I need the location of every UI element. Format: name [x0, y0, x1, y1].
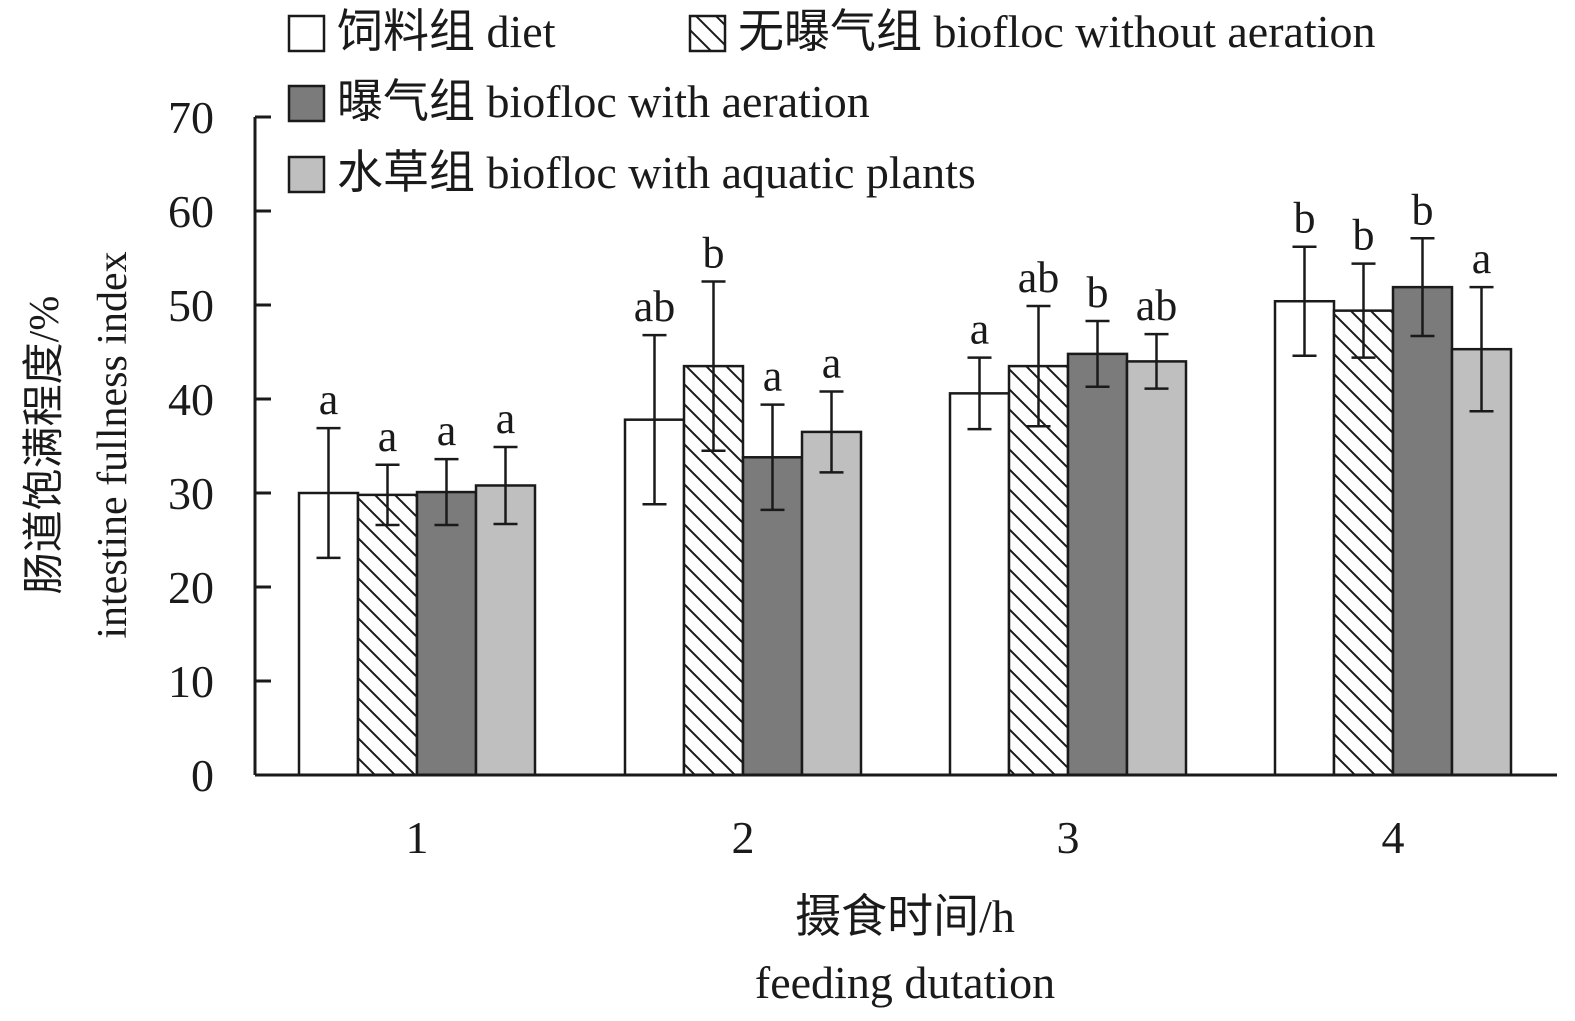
legend-item: 饲料组 diet	[287, 6, 556, 57]
error-bar	[760, 403, 785, 512]
bar-hatched-4	[1332, 309, 1395, 777]
y-tick-label: 10	[168, 656, 214, 707]
error-bar	[1410, 237, 1435, 338]
error-bar	[967, 356, 992, 431]
y-tick-label: 0	[191, 750, 214, 801]
bar-dark-4	[1391, 285, 1454, 777]
bar-hatched-1	[356, 493, 419, 777]
error-bar	[819, 390, 844, 474]
y-axis-label-en: intestine fullness index	[90, 251, 136, 638]
x-tick-label: 1	[406, 812, 429, 863]
legend: 饲料组 diet 无曝气组 biofloc without aeration 曝气组…	[287, 6, 1376, 198]
legend-swatch	[287, 14, 326, 53]
error-bar	[1469, 285, 1494, 413]
error-bar	[1085, 319, 1110, 389]
significance-label: ab	[1136, 281, 1178, 330]
legend-item: 无曝气组 biofloc without aeration	[688, 6, 1376, 57]
y-tick-label: 30	[168, 468, 214, 519]
bar-dark-1	[415, 490, 478, 777]
bar-white-4	[1273, 299, 1336, 777]
significance-label: a	[378, 412, 398, 461]
significance-label: a	[970, 305, 990, 354]
significance-label: a	[319, 375, 339, 424]
bar-light-2	[800, 430, 863, 777]
y-tick-label: 20	[168, 562, 214, 613]
x-tick-label: 4	[1382, 812, 1405, 863]
error-bar	[316, 426, 341, 560]
significance-label: b	[1353, 211, 1375, 260]
error-bar	[1026, 304, 1051, 428]
significance-label: a	[437, 406, 457, 455]
legend-swatch	[287, 155, 326, 194]
error-bar	[1351, 262, 1376, 359]
y-tick-label: 40	[168, 374, 214, 425]
error-bar	[493, 445, 518, 526]
y-axis-label-cn: 肠道饱满程度/%	[22, 296, 68, 595]
significance-label: ab	[1018, 253, 1060, 302]
significance-label: ab	[634, 282, 676, 331]
legend-label: 曝气组 biofloc with aeration	[337, 76, 870, 127]
significance-label: a	[822, 338, 842, 387]
x-axis-label-cn: 摄食时间/h	[795, 891, 1015, 942]
error-bar	[1144, 332, 1169, 390]
significance-label: a	[1472, 234, 1492, 283]
bar-white-3	[948, 392, 1011, 777]
significance-label: a	[763, 352, 783, 401]
x-tick-label: 3	[1057, 812, 1080, 863]
legend-label: 饲料组 diet	[337, 6, 556, 57]
significance-label: b	[1412, 185, 1434, 234]
legend-swatch	[688, 14, 727, 53]
y-axis-title: 肠道饱满程度/% intestine fullness index	[22, 251, 136, 638]
error-bar	[1292, 245, 1317, 358]
significance-label: a	[496, 394, 516, 443]
error-bar	[434, 457, 459, 527]
x-tick-label: 2	[732, 812, 755, 863]
error-bar	[642, 333, 667, 506]
error-bar	[375, 463, 400, 527]
legend-item: 曝气组 biofloc with aeration	[287, 76, 870, 127]
bar-light-4	[1450, 347, 1513, 777]
bar-dark-3	[1066, 352, 1129, 777]
x-axis-label-en: feeding dutation	[755, 957, 1055, 1008]
error-bar	[701, 280, 726, 452]
bar-light-3	[1125, 360, 1188, 777]
legend-swatch	[287, 84, 326, 123]
significance-label: b	[1294, 194, 1316, 243]
bar-light-1	[474, 484, 537, 777]
legend-label: 水草组 biofloc with aquatic plants	[337, 147, 976, 198]
legend-item: 水草组 biofloc with aquatic plants	[287, 147, 976, 198]
significance-label: b	[1087, 268, 1109, 317]
significance-label: b	[703, 229, 725, 278]
legend-label: 无曝气组 biofloc without aeration	[738, 6, 1376, 57]
y-tick-label: 50	[168, 280, 214, 331]
y-tick-label: 70	[168, 92, 214, 143]
y-tick-label: 60	[168, 186, 214, 237]
